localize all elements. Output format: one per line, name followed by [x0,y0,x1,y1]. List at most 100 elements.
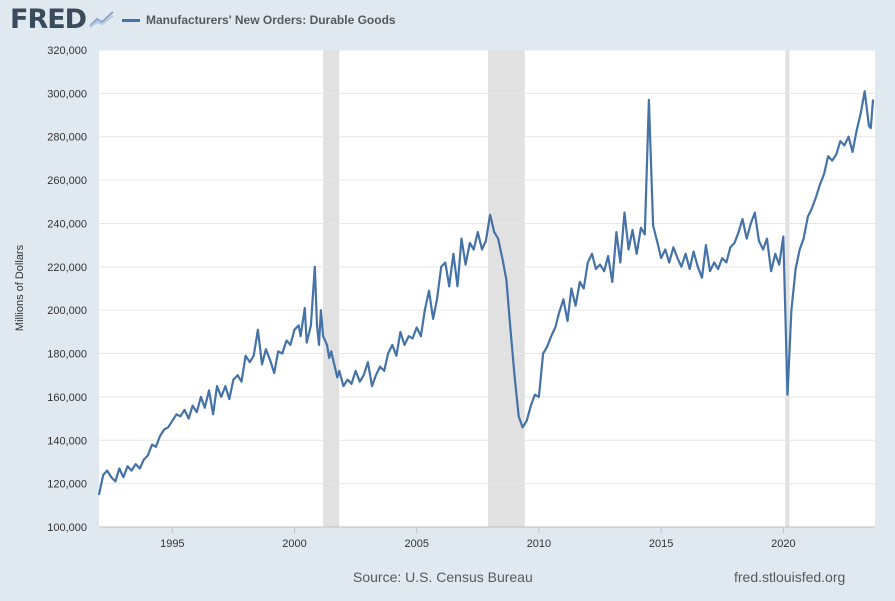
data-point[interactable] [676,257,679,259]
data-point[interactable] [619,261,622,264]
data-point[interactable] [680,266,683,268]
data-point[interactable] [436,298,438,301]
chart-legend[interactable]: Manufacturers' New Orders: Durable Goods [122,13,396,27]
data-point[interactable] [142,459,145,461]
data-point[interactable] [200,396,202,398]
data-point[interactable] [599,263,601,266]
data-point[interactable] [741,218,744,220]
data-point[interactable] [648,99,650,101]
data-point[interactable] [517,415,520,418]
data-point[interactable] [391,344,394,346]
data-point[interactable] [236,374,239,377]
data-point[interactable] [159,435,161,437]
data-point[interactable] [798,248,801,251]
data-point[interactable] [644,233,646,236]
data-point[interactable] [546,346,548,348]
data-point[interactable] [819,183,821,186]
data-point[interactable] [252,354,255,357]
data-point[interactable] [464,263,467,266]
data-point[interactable] [550,335,552,338]
data-point[interactable] [843,144,846,147]
data-point[interactable] [697,266,699,268]
data-point[interactable] [733,242,736,244]
data-point[interactable] [595,268,597,270]
data-point[interactable] [147,454,149,457]
data-point[interactable] [717,268,719,270]
data-point[interactable] [692,250,695,253]
data-point[interactable] [350,383,353,385]
data-point[interactable] [415,326,418,329]
data-point[interactable] [249,361,251,364]
data-point[interactable] [684,253,687,255]
data-point[interactable] [212,413,214,416]
data-point[interactable] [534,393,536,396]
data-point[interactable] [281,352,284,355]
data-point[interactable] [336,376,339,379]
data-point[interactable] [851,151,854,153]
data-point[interactable] [387,352,389,355]
data-point[interactable] [538,396,540,398]
data-point[interactable] [407,335,410,338]
data-point[interactable] [269,359,271,361]
data-point[interactable] [232,378,235,381]
data-point[interactable] [359,380,361,383]
data-point[interactable] [709,270,711,273]
data-point[interactable] [452,253,455,255]
data-point[interactable] [863,90,866,92]
data-point[interactable] [794,268,797,270]
data-point[interactable] [155,446,157,448]
data-point[interactable] [807,216,809,218]
data-point[interactable] [870,127,872,129]
data-point[interactable] [802,237,805,240]
data-point[interactable] [721,257,723,259]
data-point[interactable] [872,99,874,101]
fred-logo[interactable]: FRED [10,4,87,35]
data-point[interactable] [786,393,789,396]
data-point[interactable] [320,309,322,312]
data-point[interactable] [346,378,349,381]
data-point[interactable] [187,417,190,420]
data-point[interactable] [855,129,858,131]
data-point[interactable] [745,237,748,240]
data-point[interactable] [497,237,499,240]
data-point[interactable] [299,335,302,338]
data-point[interactable] [130,469,133,472]
data-point[interactable] [460,237,463,240]
data-point[interactable] [635,253,638,255]
data-point[interactable] [110,476,112,478]
data-point[interactable] [839,140,842,142]
data-point[interactable] [114,480,117,483]
data-point[interactable] [314,266,316,268]
data-point[interactable] [656,240,658,242]
data-point[interactable] [98,493,100,496]
data-point[interactable] [509,326,512,329]
data-point[interactable] [440,266,443,268]
data-point[interactable] [310,324,312,327]
data-point[interactable] [823,172,825,175]
data-point[interactable] [790,309,793,312]
data-point[interactable] [179,415,182,418]
data-point[interactable] [566,320,569,322]
data-point[interactable] [444,261,447,264]
data-point[interactable] [754,211,756,214]
data-point[interactable] [261,363,263,366]
data-point[interactable] [835,153,838,155]
data-point[interactable] [611,281,614,283]
data-point[interactable] [163,428,166,431]
data-point[interactable] [521,426,524,429]
data-point[interactable] [668,261,670,264]
data-point[interactable] [322,335,324,338]
data-point[interactable] [554,326,557,329]
data-point[interactable] [383,370,386,372]
data-point[interactable] [501,257,504,259]
data-point[interactable] [525,420,528,422]
data-point[interactable] [289,344,292,346]
data-point[interactable] [297,324,300,327]
data-point[interactable] [399,331,402,333]
data-point[interactable] [228,398,231,400]
data-point[interactable] [778,263,780,266]
data-point[interactable] [122,476,125,478]
data-point[interactable] [220,396,222,398]
data-point[interactable] [664,248,667,251]
data-point[interactable] [208,389,210,392]
